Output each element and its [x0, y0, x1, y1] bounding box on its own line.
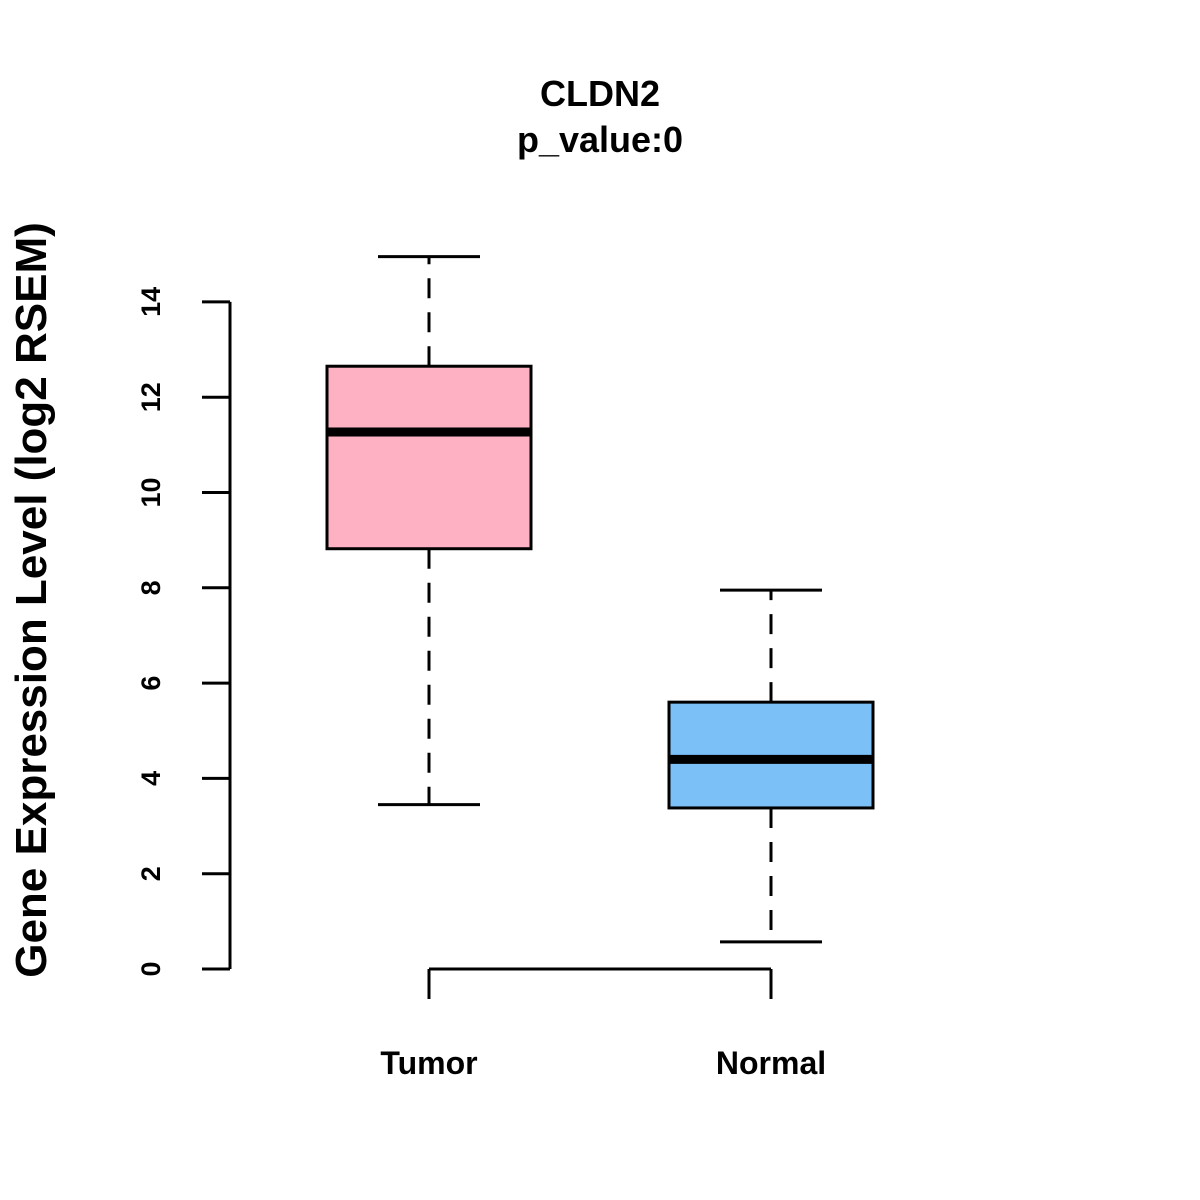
- box-iqr: [325, 364, 533, 551]
- y-axis: 0 2 4 6 8 10 12 14: [136, 287, 232, 977]
- y-tick-label: 0: [136, 961, 166, 976]
- box-normal: [667, 588, 875, 944]
- y-tick-label: 10: [136, 477, 166, 507]
- y-axis-label: Gene Expression Level (log2 RSEM): [7, 222, 56, 978]
- y-tick-label: 4: [136, 771, 166, 786]
- y-tick-label: 8: [136, 580, 166, 595]
- boxes: [325, 255, 875, 944]
- y-tick-label: 12: [136, 382, 166, 412]
- chart-subtitle: p_value:0: [517, 119, 683, 160]
- x-axis: Tumor Normal: [380, 967, 826, 1081]
- y-tick-label: 6: [136, 676, 166, 691]
- y-tick-label: 2: [136, 866, 166, 881]
- y-tick-label: 14: [136, 287, 166, 317]
- box-tumor: [325, 255, 533, 807]
- chart-title: CLDN2: [540, 73, 660, 114]
- x-tick-label: Normal: [716, 1045, 826, 1081]
- x-tick-label: Tumor: [380, 1045, 477, 1081]
